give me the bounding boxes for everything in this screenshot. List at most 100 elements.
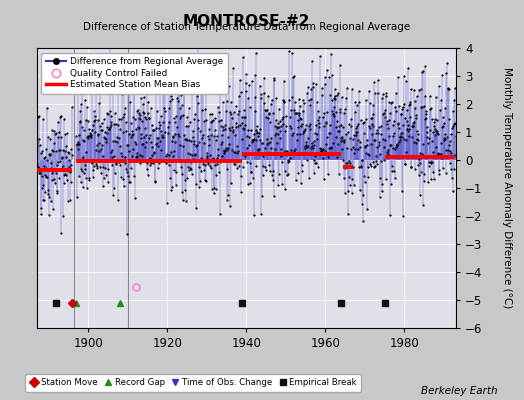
Point xyxy=(315,114,323,120)
Point xyxy=(438,155,446,161)
Point xyxy=(128,132,136,139)
Point xyxy=(41,189,49,196)
Point xyxy=(332,134,340,140)
Point xyxy=(103,110,112,116)
Point xyxy=(385,132,393,139)
Point xyxy=(284,170,292,177)
Point xyxy=(77,101,85,107)
Point xyxy=(345,174,353,181)
Point xyxy=(60,171,69,177)
Point xyxy=(399,104,407,110)
Point xyxy=(33,161,41,167)
Point xyxy=(135,109,143,116)
Point xyxy=(115,162,124,168)
Point xyxy=(40,172,49,178)
Point xyxy=(328,108,336,114)
Point xyxy=(217,132,226,138)
Point xyxy=(383,120,391,127)
Point xyxy=(153,135,161,141)
Point xyxy=(61,148,70,154)
Point xyxy=(124,84,133,90)
Point xyxy=(262,107,270,113)
Point xyxy=(184,150,192,157)
Point xyxy=(239,126,248,132)
Point xyxy=(439,123,447,129)
Point xyxy=(281,148,289,154)
Point xyxy=(418,141,427,147)
Point xyxy=(380,136,389,143)
Point xyxy=(249,137,257,144)
Point xyxy=(294,117,302,124)
Point xyxy=(173,87,182,93)
Point xyxy=(340,174,348,181)
Point xyxy=(205,136,213,142)
Point xyxy=(335,171,343,177)
Point xyxy=(205,142,214,148)
Point xyxy=(162,200,171,206)
Point xyxy=(281,128,290,134)
Point xyxy=(275,124,283,130)
Point xyxy=(264,93,272,100)
Point xyxy=(309,142,318,148)
Point xyxy=(96,122,104,129)
Point xyxy=(364,174,373,180)
Point xyxy=(434,150,443,156)
Point xyxy=(217,123,225,129)
Point xyxy=(390,168,398,174)
Point xyxy=(56,147,64,153)
Point xyxy=(268,177,277,183)
Point xyxy=(411,166,420,172)
Point xyxy=(236,173,245,179)
Point xyxy=(60,171,68,178)
Point xyxy=(92,165,101,171)
Point xyxy=(203,154,211,161)
Point xyxy=(286,155,294,162)
Point xyxy=(174,132,183,139)
Point xyxy=(435,151,444,158)
Point xyxy=(412,93,421,100)
Point xyxy=(423,153,432,159)
Point xyxy=(235,93,244,99)
Point xyxy=(163,130,172,136)
Point xyxy=(91,113,99,120)
Point xyxy=(314,163,322,170)
Point xyxy=(48,147,57,154)
Point xyxy=(166,78,174,84)
Point xyxy=(184,167,193,174)
Point xyxy=(86,130,95,137)
Point xyxy=(311,160,319,166)
Point xyxy=(248,175,257,182)
Point xyxy=(74,71,82,78)
Point xyxy=(156,87,164,94)
Point xyxy=(89,167,97,174)
Point xyxy=(106,124,114,130)
Point xyxy=(252,137,260,144)
Point xyxy=(53,188,61,194)
Point xyxy=(230,109,238,115)
Point xyxy=(334,123,343,129)
Point xyxy=(110,121,118,127)
Point xyxy=(425,93,434,99)
Point xyxy=(431,132,439,138)
Point xyxy=(210,190,218,196)
Point xyxy=(180,132,188,138)
Point xyxy=(52,170,61,177)
Point xyxy=(44,191,52,197)
Point xyxy=(289,130,297,136)
Point xyxy=(242,87,250,94)
Point xyxy=(162,150,171,157)
Point xyxy=(245,160,254,166)
Point xyxy=(133,108,141,115)
Point xyxy=(445,86,453,92)
Point xyxy=(74,145,82,152)
Point xyxy=(60,180,69,186)
Point xyxy=(179,112,188,119)
Point xyxy=(286,114,294,120)
Point xyxy=(447,125,456,132)
Point xyxy=(51,131,59,137)
Point xyxy=(398,106,407,112)
Point xyxy=(405,126,413,132)
Point xyxy=(339,137,347,144)
Point xyxy=(270,193,278,199)
Point xyxy=(165,152,173,158)
